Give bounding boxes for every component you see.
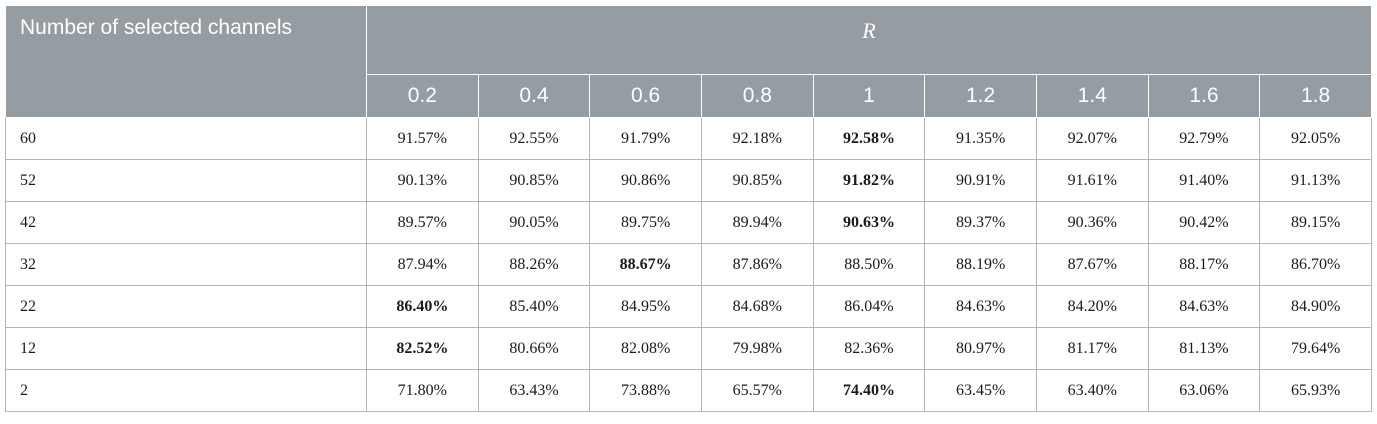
accuracy-cell: 81.13% [1147, 327, 1261, 370]
r-value-header: 1 [812, 74, 926, 118]
corner-header: Number of selected channels [5, 5, 367, 118]
accuracy-cell: 88.67% [589, 243, 702, 286]
r-value-header: 0.4 [477, 74, 591, 118]
accuracy-cell: 89.57% [366, 201, 479, 244]
table-row: 52 90.13% 90.85% 90.86% 90.85% 91.82% 90.91% 91… [5, 159, 1373, 202]
r-value-header: 0.2 [366, 74, 479, 118]
accuracy-cell: 89.94% [700, 201, 814, 244]
accuracy-cell: 74.40% [812, 369, 926, 412]
channel-count-cell: 32 [5, 243, 367, 286]
accuracy-cell: 84.20% [1035, 285, 1149, 328]
r-value-header: 1.6 [1147, 74, 1261, 118]
table-row: 2 71.80% 63.43% 73.88% 65.57% 74.40% 63.45% 63.… [5, 369, 1373, 412]
table-row: 22 86.40% 85.40% 84.95% 84.68% 86.04% 84.63% 84… [5, 285, 1373, 328]
r-value-header: 1.4 [1035, 74, 1149, 118]
accuracy-cell: 73.88% [589, 369, 702, 412]
accuracy-cell: 86.40% [366, 285, 479, 328]
accuracy-cell: 81.17% [1035, 327, 1149, 370]
channel-count-cell: 60 [5, 117, 367, 160]
accuracy-cell: 91.79% [589, 117, 702, 160]
accuracy-cell: 63.45% [924, 369, 1037, 412]
accuracy-cell: 90.36% [1035, 201, 1149, 244]
accuracy-cell: 84.63% [1147, 285, 1261, 328]
accuracy-cell: 71.80% [366, 369, 479, 412]
accuracy-cell: 80.97% [924, 327, 1037, 370]
accuracy-cell: 91.40% [1147, 159, 1261, 202]
accuracy-cell: 90.85% [700, 159, 814, 202]
accuracy-cell: 88.26% [477, 243, 591, 286]
accuracy-cell: 90.13% [366, 159, 479, 202]
accuracy-cell: 86.70% [1259, 243, 1373, 286]
accuracy-cell: 88.50% [812, 243, 926, 286]
accuracy-cell: 91.57% [366, 117, 479, 160]
accuracy-cell: 92.79% [1147, 117, 1261, 160]
accuracy-cell: 84.68% [700, 285, 814, 328]
accuracy-cell: 79.64% [1259, 327, 1373, 370]
accuracy-cell: 65.57% [700, 369, 814, 412]
channel-count-cell: 2 [5, 369, 367, 412]
channel-count-cell: 22 [5, 285, 367, 328]
accuracy-cell: 90.05% [477, 201, 591, 244]
accuracy-cell: 86.04% [812, 285, 926, 328]
accuracy-cell: 92.58% [812, 117, 926, 160]
accuracy-cell: 92.05% [1259, 117, 1373, 160]
r-value-header: 1.2 [924, 74, 1037, 118]
accuracy-cell: 92.07% [1035, 117, 1149, 160]
accuracy-cell: 91.61% [1035, 159, 1149, 202]
channel-count-cell: 52 [5, 159, 367, 202]
accuracy-cell: 91.82% [812, 159, 926, 202]
accuracy-cell: 89.37% [924, 201, 1037, 244]
r-value-header: 0.8 [700, 74, 814, 118]
accuracy-cell: 82.08% [589, 327, 702, 370]
accuracy-cell: 87.86% [700, 243, 814, 286]
table-row: 32 87.94% 88.26% 88.67% 87.86% 88.50% 88.19% 87… [5, 243, 1373, 286]
accuracy-cell: 87.67% [1035, 243, 1149, 286]
table-row: 42 89.57% 90.05% 89.75% 89.94% 90.63% 89.37% 90… [5, 201, 1373, 244]
accuracy-cell: 63.06% [1147, 369, 1261, 412]
accuracy-cell: 85.40% [477, 285, 591, 328]
r-value-header: 1.8 [1259, 74, 1373, 118]
accuracy-cell: 80.66% [477, 327, 591, 370]
accuracy-cell: 65.93% [1259, 369, 1373, 412]
accuracy-cell: 87.94% [366, 243, 479, 286]
table-row: 12 82.52% 80.66% 82.08% 79.98% 82.36% 80.97% 81… [5, 327, 1373, 370]
accuracy-cell: 89.15% [1259, 201, 1373, 244]
accuracy-cell: 84.90% [1259, 285, 1373, 328]
accuracy-cell: 88.19% [924, 243, 1037, 286]
accuracy-cell: 88.17% [1147, 243, 1261, 286]
accuracy-cell: 79.98% [700, 327, 814, 370]
accuracy-cell: 90.86% [589, 159, 702, 202]
channel-count-cell: 12 [5, 327, 367, 370]
accuracy-cell: 89.75% [589, 201, 702, 244]
accuracy-cell: 90.42% [1147, 201, 1261, 244]
r-value-header: 0.6 [589, 74, 702, 118]
table-body: 60 91.57% 92.55% 91.79% 92.18% 92.58% 91.35% 92… [5, 117, 1373, 412]
accuracy-cell: 63.43% [477, 369, 591, 412]
r-group-header: R [365, 5, 1373, 75]
accuracy-cell: 84.63% [924, 285, 1037, 328]
accuracy-cell: 82.52% [366, 327, 479, 370]
results-table-container: Number of selected channels R 0.2 0.4 0.6 0… [5, 5, 1373, 412]
accuracy-cell: 90.85% [477, 159, 591, 202]
accuracy-cell: 92.18% [700, 117, 814, 160]
accuracy-cell: 92.55% [477, 117, 591, 160]
accuracy-cell: 63.40% [1035, 369, 1149, 412]
accuracy-cell: 91.35% [924, 117, 1037, 160]
accuracy-cell: 90.91% [924, 159, 1037, 202]
table-row: 60 91.57% 92.55% 91.79% 92.18% 92.58% 91.35% 92… [5, 117, 1373, 160]
accuracy-cell: 91.13% [1259, 159, 1373, 202]
channel-count-cell: 42 [5, 201, 367, 244]
accuracy-table: Number of selected channels R 0.2 0.4 0.6 0… [5, 5, 1373, 412]
accuracy-cell: 90.63% [812, 201, 926, 244]
accuracy-cell: 84.95% [589, 285, 702, 328]
accuracy-cell: 82.36% [812, 327, 926, 370]
